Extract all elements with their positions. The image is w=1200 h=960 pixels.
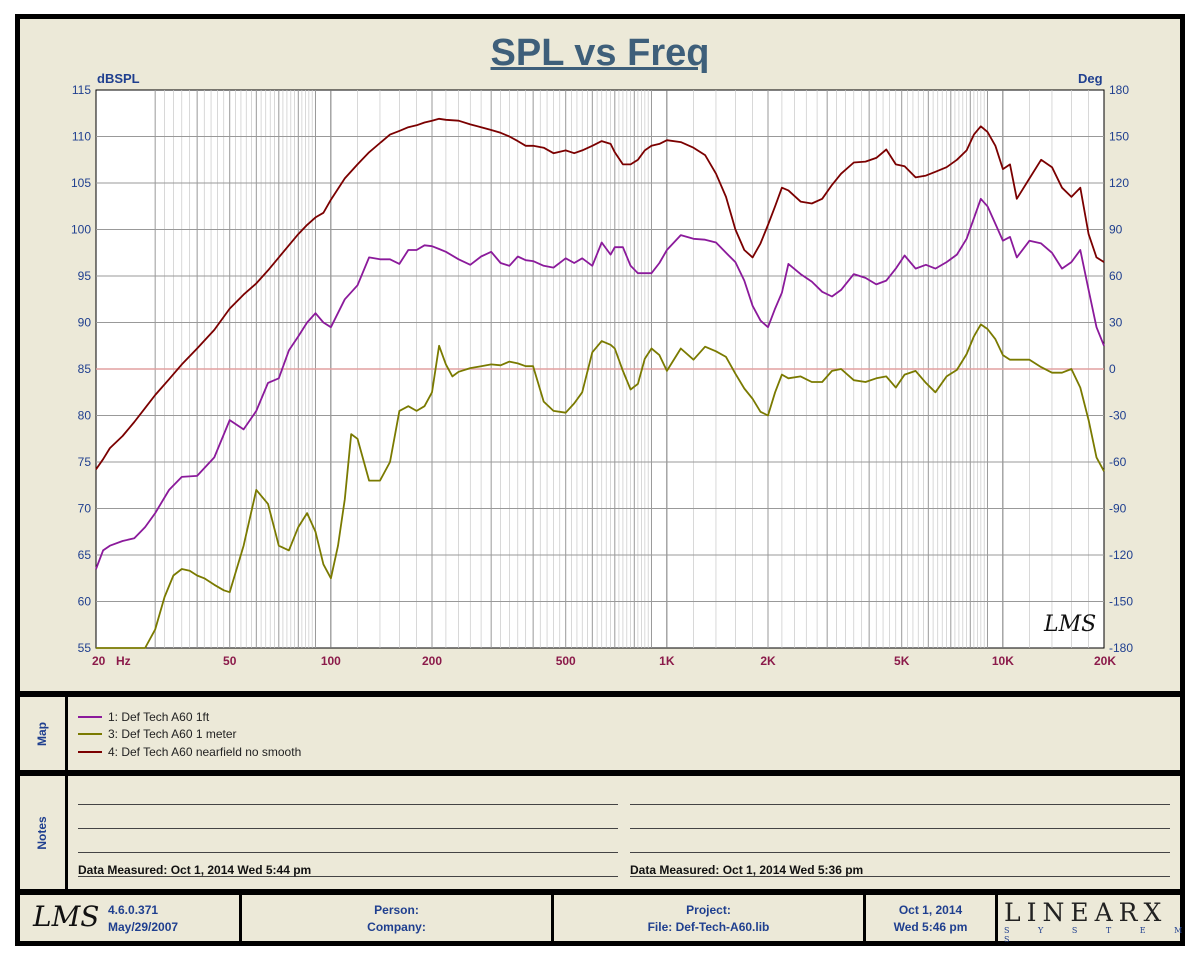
person-label: Person:: [374, 903, 419, 917]
footer-divider-4: [995, 895, 998, 941]
x-tick-label: 20K: [1094, 654, 1116, 668]
y2-tick-label: -90: [1109, 502, 1127, 516]
legend-label: 1: Def Tech A60 1ft: [108, 710, 210, 724]
x-tick-label: 10K: [992, 654, 1014, 668]
y2-tick-label: 180: [1109, 83, 1129, 97]
notes-panel: [20, 776, 1180, 889]
y-tick-label: 60: [78, 595, 92, 609]
note-line: [78, 828, 618, 829]
x-tick-label: 1K: [659, 654, 675, 668]
x-tick-label: 200: [422, 654, 442, 668]
y2-tick-label: 150: [1109, 130, 1129, 144]
y2-tick-label: -30: [1109, 409, 1127, 423]
legend-panel: [20, 697, 1180, 770]
x-tick-label: 500: [556, 654, 576, 668]
x-tick-label: 50: [223, 654, 237, 668]
y-tick-label: 80: [78, 409, 92, 423]
version-number: 4.6.0.371: [108, 903, 159, 917]
y2-tick-label: 90: [1109, 223, 1123, 237]
y2-tick-label: -60: [1109, 455, 1127, 469]
notes-panel-label: Notes: [35, 816, 49, 850]
right-measured-date: Data Measured: Oct 1, 2014 Wed 5:36 pm: [630, 863, 864, 877]
legend-swatch: [78, 751, 102, 753]
company-label: Company:: [367, 920, 426, 934]
y2-tick-label: 0: [1109, 362, 1116, 376]
x-tick-label: 2K: [760, 654, 776, 668]
y-tick-label: 65: [78, 548, 92, 562]
linearx-systems: S Y S T E M S: [1004, 926, 1196, 944]
legend-swatch: [78, 716, 102, 718]
y2-tick-label: 30: [1109, 316, 1123, 330]
y-tick-label: 55: [78, 641, 92, 655]
project-label: Project:: [686, 903, 731, 917]
y-tick-label: 85: [78, 362, 92, 376]
legend-divider: [65, 697, 68, 770]
y2-tick-label: -180: [1109, 641, 1133, 655]
note-line: [630, 804, 1170, 805]
legend-item[interactable]: 1: Def Tech A60 1ft: [78, 709, 209, 725]
legend-item[interactable]: 4: Def Tech A60 nearfield no smooth: [78, 744, 301, 760]
x-unit-label: Hz: [116, 654, 131, 668]
y-tick-label: 110: [72, 130, 91, 144]
lms-logo: LMS: [33, 900, 100, 933]
left-measured-date: Data Measured: Oct 1, 2014 Wed 5:44 pm: [78, 863, 312, 877]
footer-divider-1: [239, 895, 242, 941]
footer-panel: [20, 895, 1180, 941]
note-line: [78, 804, 618, 805]
y-tick-label: 115: [72, 83, 91, 97]
y-axis-label: dBSPL: [97, 71, 140, 86]
y-tick-label: 100: [71, 223, 91, 237]
legend-label: 3: Def Tech A60 1 meter: [108, 727, 237, 741]
legend-panel-label: Map: [35, 722, 49, 746]
legend-label: 4: Def Tech A60 nearfield no smooth: [108, 745, 302, 759]
y-tick-label: 90: [78, 316, 92, 330]
note-line: [630, 852, 1170, 853]
linearx-brand: LINEARX: [1004, 898, 1168, 927]
y2-tick-label: 120: [1109, 176, 1129, 190]
y-tick-label: 75: [78, 455, 92, 469]
footer-divider-3: [863, 895, 866, 941]
series-line: [95, 197, 1105, 570]
legend-item[interactable]: 3: Def Tech A60 1 meter: [78, 726, 237, 742]
y-tick-label: 95: [78, 269, 92, 283]
note-line: [630, 828, 1170, 829]
footer-divider-2: [551, 895, 554, 941]
note-line: [78, 876, 618, 877]
series-line: [96, 323, 1105, 649]
file-label: File: Def-Tech-A60.lib: [647, 920, 770, 934]
y-tick-label: 105: [71, 176, 91, 190]
note-line: [630, 876, 1170, 877]
footer-date: Oct 1, 2014: [898, 903, 963, 917]
x-tick-label: 5K: [894, 654, 910, 668]
legend-swatch: [78, 733, 102, 735]
lms-watermark: LMS: [1044, 612, 1097, 637]
y2-tick-label: -120: [1109, 548, 1133, 562]
x-tick-label: 100: [321, 654, 341, 668]
note-line: [78, 852, 618, 853]
y2-tick-label: 60: [1109, 269, 1123, 283]
version-date: May/29/2007: [108, 920, 179, 934]
spl-chart: 115 110 105 100 95 90 85 80 75 70 65 60 55 180 150 120 9…: [71, 83, 1133, 668]
footer-time: Wed 5:46 pm: [893, 920, 968, 934]
y-tick-label: 70: [78, 502, 92, 516]
series-line: [95, 117, 1105, 470]
chart-title: SPL vs Freq: [490, 32, 710, 74]
y2-tick-label: -150: [1109, 595, 1133, 609]
notes-divider: [65, 776, 68, 889]
y2-axis-label: Deg: [1078, 71, 1103, 86]
x-tick-label: 20: [92, 654, 106, 668]
